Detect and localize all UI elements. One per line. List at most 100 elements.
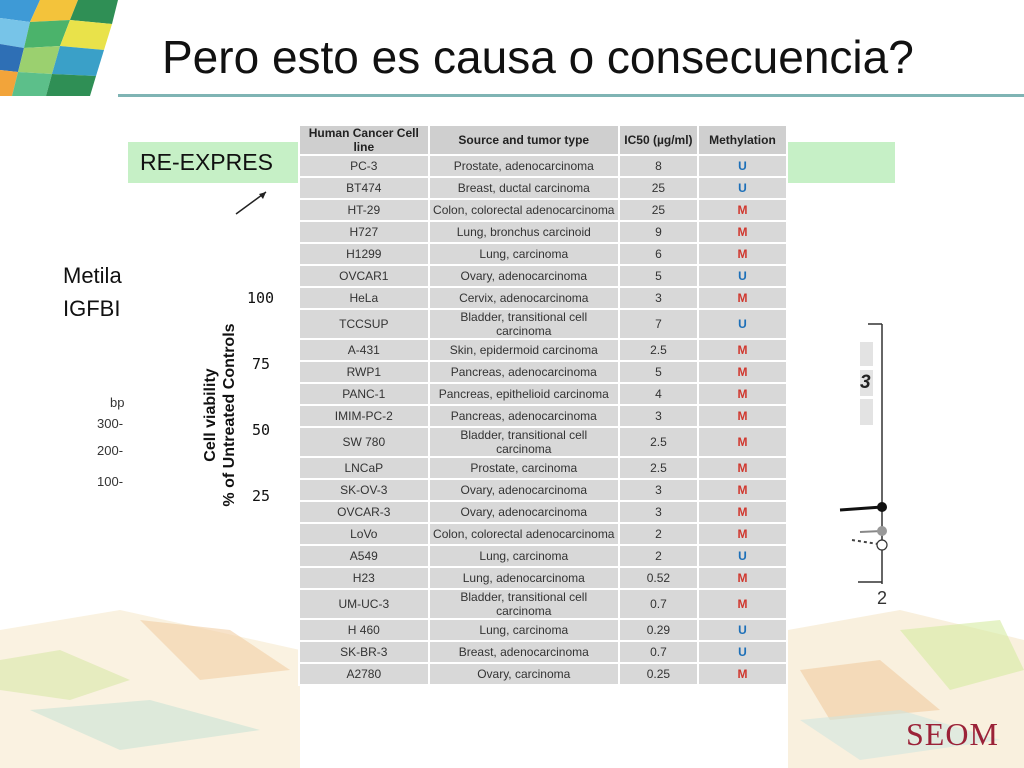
cell-cell-line: IMIM-PC-2 [300,406,428,426]
cell-ic50: 3 [619,288,697,308]
cell-source: Ovary, adenocarcinoma [429,480,618,500]
cell-source: Prostate, adenocarcinoma [429,156,618,176]
cell-ic50: 5 [619,266,697,286]
table-row: LoVo Colon, colorectal adenocarcinoma 2 M [300,524,786,544]
col-header-ic50: IC50 (µg/ml) [619,126,697,154]
cell-ic50: 0.25 [619,664,697,684]
partial-box-label: 3 [860,370,873,396]
banner-left [128,142,298,183]
gel-marker-300: 300- [97,416,124,431]
cell-ic50: 2.5 [619,458,697,478]
cell-ic50: 9 [619,222,697,242]
chart-y-label-line2: % of Untreated Controls [221,323,238,507]
table-row: SK-OV-3 Ovary, adenocarcinoma 3 M [300,480,786,500]
table-row: H 460 Lung, carcinoma 0.29 U [300,620,786,640]
table-row: HT-29 Colon, colorectal adenocarcinoma 25 M [300,200,786,220]
cell-source: Bladder, transitional cell carcinoma [429,428,618,456]
cell-methylation: M [698,222,786,242]
cell-methylation: U [698,156,786,176]
cell-methylation: U [698,546,786,566]
cell-methylation: U [698,266,786,286]
cell-cell-line: PC-3 [300,156,428,176]
cell-cell-line: SK-BR-3 [300,642,428,662]
cell-ic50: 0.7 [619,642,697,662]
arrow-icon [235,191,267,215]
cell-source: Ovary, adenocarcinoma [429,502,618,522]
cell-cell-line: LoVo [300,524,428,544]
y-tick-50: 50 [252,421,271,439]
table-row: H727 Lung, bronchus carcinoid 9 M [300,222,786,242]
cell-ic50: 2 [619,546,697,566]
cell-cell-line: HeLa [300,288,428,308]
cell-source: Ovary, adenocarcinoma [429,266,618,286]
mosaic-decoration [0,0,118,96]
cell-methylation: U [698,620,786,640]
col-header-methylation: Methylation [698,126,786,154]
bottom-mosaic-decoration [0,610,1024,768]
partial-box-1 [860,342,873,366]
cell-cell-line: PANC-1 [300,384,428,404]
cell-source: Pancreas, epithelioid carcinoma [429,384,618,404]
cell-methylation: M [698,664,786,684]
cell-source: Bladder, transitional cell carcinoma [429,310,618,338]
cell-methylation: M [698,458,786,478]
cell-ic50: 0.52 [619,568,697,588]
col-header-source: Source and tumor type [429,126,618,154]
cell-methylation: M [698,200,786,220]
cell-ic50: 25 [619,200,697,220]
cell-methylation: U [698,178,786,198]
cell-cell-line: HT-29 [300,200,428,220]
cell-cell-line: SK-OV-3 [300,480,428,500]
table-row: BT474 Breast, ductal carcinoma 25 U [300,178,786,198]
cell-ic50: 3 [619,406,697,426]
table-row: UM-UC-3 Bladder, transitional cell carcin… [300,590,786,618]
cell-methylation: M [698,244,786,264]
cell-source: Lung, adenocarcinoma [429,568,618,588]
cell-cell-line: SW 780 [300,428,428,456]
gel-marker-200-value: 200 [97,443,119,458]
cell-ic50: 0.29 [619,620,697,640]
cell-cell-line: A2780 [300,664,428,684]
cell-cell-line: H727 [300,222,428,242]
cell-methylation: M [698,428,786,456]
cell-source: Colon, colorectal adenocarcinoma [429,200,618,220]
chart-y-label: Cell viability % of Untreated Controls [201,323,239,506]
cell-cell-line: A549 [300,546,428,566]
gel-header: bp [110,395,125,410]
cell-methylation: U [698,310,786,338]
partial-box-3 [860,399,873,425]
table-row: RWP1 Pancreas, adenocarcinoma 5 M [300,362,786,382]
cell-cell-line: BT474 [300,178,428,198]
cell-ic50: 6 [619,244,697,264]
cell-cell-line: H23 [300,568,428,588]
y-tick-100: 100 [247,289,275,307]
chart-y-label-line1: Cell viability [202,368,219,462]
table-row: OVCAR-3 Ovary, adenocarcinoma 3 M [300,502,786,522]
cell-methylation: M [698,502,786,522]
table-row: PC-3 Prostate, adenocarcinoma 8 U [300,156,786,176]
cell-ic50: 2.5 [619,428,697,456]
cell-source: Pancreas, adenocarcinoma [429,362,618,382]
gel-marker-100: 100- [97,474,124,489]
gel-marker-300-value: 300 [97,416,119,431]
cell-ic50: 5 [619,362,697,382]
cell-methylation: M [698,524,786,544]
table-row: HeLa Cervix, adenocarcinoma 3 M [300,288,786,308]
cell-methylation: M [698,568,786,588]
table-row: A-431 Skin, epidermoid carcinoma 2.5 M [300,340,786,360]
side-text-1: Metila [63,263,122,288]
cell-source: Bladder, transitional cell carcinoma [429,590,618,618]
cell-cell-line: LNCaP [300,458,428,478]
cell-methylation: M [698,406,786,426]
table-row: A2780 Ovary, carcinoma 0.25 M [300,664,786,684]
cell-methylation: M [698,384,786,404]
table-row: IMIM-PC-2 Pancreas, adenocarcinoma 3 M [300,406,786,426]
cell-source: Skin, epidermoid carcinoma [429,340,618,360]
y-tick-75: 75 [252,355,271,373]
col-header-cell-line: Human Cancer Cell line [300,126,428,154]
cell-source: Lung, carcinoma [429,620,618,640]
cell-ic50: 3 [619,502,697,522]
table-row: A549 Lung, carcinoma 2 U [300,546,786,566]
cell-methylation: U [698,642,786,662]
cell-cell-line: OVCAR1 [300,266,428,286]
